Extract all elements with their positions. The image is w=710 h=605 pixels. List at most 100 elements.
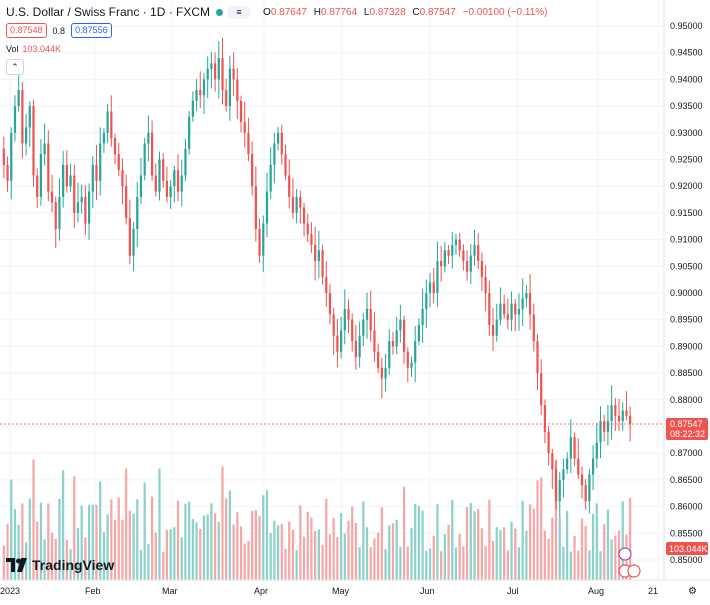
candle-body[interactable] [210,63,213,69]
candle-body[interactable] [310,234,313,245]
candle-body[interactable] [184,148,187,176]
candle-body[interactable] [373,330,376,352]
candle-body[interactable] [106,111,109,133]
candle-body[interactable] [173,170,176,187]
candle-body[interactable] [351,319,354,342]
candle-body[interactable] [562,469,565,480]
candle-body[interactable] [347,309,350,320]
candle-body[interactable] [13,106,17,133]
candle-body[interactable] [521,298,524,310]
candle-body[interactable] [273,143,276,165]
candle-body[interactable] [603,421,606,432]
candle-body[interactable] [473,244,476,256]
candle-body[interactable] [517,309,521,315]
candle-body[interactable] [358,335,361,358]
candle-body[interactable] [417,325,421,342]
candle-body[interactable] [225,90,228,107]
candle-body[interactable] [610,405,613,422]
candle-body[interactable] [254,186,257,229]
candle-body[interactable] [599,421,602,443]
candle-body[interactable] [551,453,554,470]
candle-body[interactable] [440,260,443,267]
candle-body[interactable] [154,175,157,192]
settings-icon[interactable]: ⚙ [688,586,697,597]
candle-body[interactable] [480,260,484,277]
candle-body[interactable] [577,458,580,475]
candle-body[interactable] [76,202,80,213]
candle-body[interactable] [162,159,165,181]
candle-body[interactable] [284,154,287,176]
candle-body[interactable] [406,351,409,368]
candle-body[interactable] [239,100,243,123]
candle-body[interactable] [10,132,13,181]
candle-body[interactable] [317,250,320,261]
candle-body[interactable] [95,164,98,181]
candle-body[interactable] [139,175,143,197]
candle-body[interactable] [362,319,365,336]
candle-body[interactable] [47,143,50,192]
candle-body[interactable] [614,405,617,416]
candle-body[interactable] [269,164,272,192]
candle-body[interactable] [169,186,172,197]
candle-body[interactable] [236,79,239,101]
candle-body[interactable] [547,431,550,454]
candle-body[interactable] [343,309,346,331]
candle-body[interactable] [54,202,57,229]
candle-body[interactable] [484,276,487,293]
candle-body[interactable] [532,314,535,342]
candle-body[interactable] [510,303,513,320]
candle-body[interactable] [291,196,295,213]
candle-body[interactable] [488,293,491,326]
candle-body[interactable] [606,421,610,432]
candle-body[interactable] [528,293,532,315]
candle-body[interactable] [354,341,358,358]
lightning-icon[interactable] [618,547,632,561]
candle-body[interactable] [121,170,124,187]
candle-body[interactable] [617,415,621,422]
candle-body[interactable] [573,437,576,459]
candle-body[interactable] [425,293,428,310]
candle-body[interactable] [454,239,458,245]
candle-body[interactable] [465,260,469,272]
candle-body[interactable] [62,164,65,197]
candle-body[interactable] [265,191,269,224]
candle-body[interactable] [462,250,465,261]
candle-body[interactable] [84,196,87,224]
candle-body[interactable] [39,154,43,197]
candle-body[interactable] [199,90,202,96]
candle-body[interactable] [147,132,150,144]
candle-body[interactable] [125,186,128,219]
candle-body[interactable] [469,255,472,272]
candle-body[interactable] [136,196,139,229]
candle-body[interactable] [276,132,280,144]
candle-body[interactable] [499,303,502,320]
candle-body[interactable] [388,341,391,368]
candle-body[interactable] [458,239,461,251]
candle-body[interactable] [69,175,72,187]
candle-body[interactable] [402,319,406,352]
candle-body[interactable] [247,132,250,155]
candle-body[interactable] [580,474,584,486]
candle-body[interactable] [251,154,254,187]
candle-body[interactable] [410,362,413,368]
candle-body[interactable] [558,479,561,502]
candle-body[interactable] [365,309,369,320]
candle-body[interactable] [414,341,417,363]
candle-body[interactable] [621,410,624,422]
candle-body[interactable] [436,260,439,293]
candle-body[interactable] [536,341,539,374]
candle-body[interactable] [369,309,372,331]
candle-body[interactable] [99,143,102,181]
candle-body[interactable] [554,469,558,502]
candle-body[interactable] [399,319,402,331]
candle-body[interactable] [339,330,343,352]
candle-body[interactable] [495,319,498,336]
chevron-up-icon[interactable]: ⌃ [6,59,24,75]
buy-button[interactable]: 0.87556 [71,23,112,38]
candle-body[interactable] [447,250,450,256]
candle-body[interactable] [6,164,9,181]
candle-body[interactable] [525,293,528,299]
candle-body[interactable] [595,442,598,459]
